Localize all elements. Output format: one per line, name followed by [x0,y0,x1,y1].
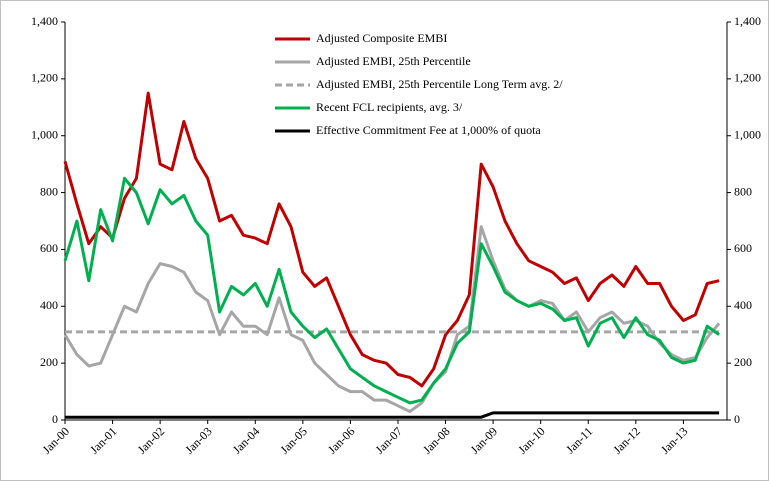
y-tick-label: 200 [40,355,58,369]
y2-tick-label: 0 [734,412,740,426]
y2-tick-label: 200 [734,355,752,369]
legend-label: Adjusted Composite EMBI [316,31,447,45]
series-line [63,225,721,413]
y2-tick-label: 600 [734,241,752,255]
y-tick-label: 0 [52,412,58,426]
legend-label: Effective Commitment Fee at 1,000% of qu… [316,123,541,137]
series-line [65,411,720,419]
y-tick-label: 1,200 [31,71,58,85]
y-tick-label: 800 [40,184,58,198]
y2-tick-label: 800 [734,184,752,198]
y2-tick-label: 1,200 [734,71,761,85]
y-tick-label: 600 [40,241,58,255]
y2-tick-label: 1,000 [734,127,761,141]
series-line [63,91,720,388]
legend-label: Adjusted EMBI, 25th Percentile [316,54,471,68]
legend: Adjusted Composite EMBI Adjusted EMBI, 25… [275,31,563,137]
series-line [63,176,720,405]
y2-tick-label: 400 [734,298,752,312]
legend-label: Adjusted EMBI, 25th Percentile Long Term… [316,77,563,91]
y-tick-label: 1,000 [31,127,58,141]
y-tick-label: 1,400 [31,14,58,28]
y2-tick-label: 1,400 [734,14,761,28]
legend-label: Recent FCL recipients, avg. 3/ [316,100,463,114]
y-tick-label: 400 [40,298,58,312]
